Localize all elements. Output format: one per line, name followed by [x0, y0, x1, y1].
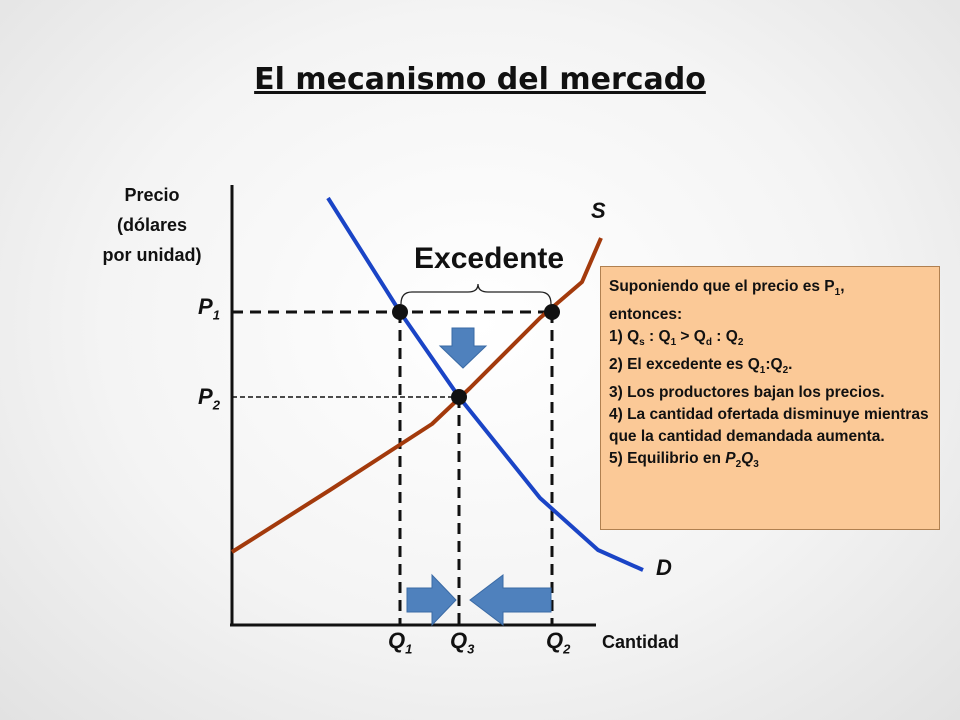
supply-label: S: [591, 198, 606, 223]
quantity-right-arrow: [406, 573, 457, 627]
page-title: El mecanismo del mercado: [254, 62, 706, 97]
price-label-p1: P1: [198, 294, 220, 322]
note-item1-two: 2: [737, 337, 744, 349]
quantity-label-q3: Q3: [450, 628, 474, 656]
quantity-label-q3-sub: 3: [467, 641, 475, 657]
note-item2-mid: :Q: [765, 356, 783, 374]
note-item5-q-sub: 3: [753, 459, 759, 471]
quantity-label-q2-base: Q: [546, 628, 564, 653]
demand-curve: [326, 196, 644, 572]
note-item5: 5) Equilibrio en P2Q3: [609, 448, 931, 476]
note-item2: 2) El excedente es Q1:Q2.: [609, 354, 931, 382]
demand-label: D: [656, 555, 672, 580]
note-item5-p: P: [725, 450, 736, 468]
note-item1-d: d: [705, 337, 712, 349]
note-intro-end: ,: [840, 278, 845, 295]
quantity-label-q2: Q2: [546, 628, 570, 656]
note-item1-one: 1: [670, 337, 677, 349]
price-label-p1-sub: 1: [212, 307, 220, 323]
y-axis-label: Precio (dólares por unidad): [72, 180, 232, 270]
price-label-p2: P2: [198, 384, 220, 412]
quantity-label-q1-sub: 1: [405, 641, 413, 657]
note-item1-b: > Q: [676, 328, 706, 346]
price-down-arrow: [438, 327, 488, 369]
q1-point: [392, 304, 408, 320]
note-item2-two: 2: [782, 365, 789, 377]
y-axis-label-line1: Precio: [124, 185, 180, 205]
x-axis-label: Cantidad: [602, 632, 680, 652]
q2-point: [544, 304, 560, 320]
note-item3: 3) Los productores bajan los precios.: [609, 384, 885, 402]
explanation-box: Suponiendo que el precio es P1, entonces…: [600, 266, 940, 530]
note-item1: 1) Qs : Q1 > Qd : Q2: [609, 326, 931, 354]
price-label-p2-base: P: [198, 384, 213, 409]
note-intro-sub: 1: [834, 287, 841, 299]
price-label-p1-base: P: [198, 294, 213, 319]
y-axis-label-line2: (dólares: [116, 215, 188, 235]
note-line2: entonces:: [609, 306, 683, 324]
note-item2-prefix: 2) El excedente es Q: [609, 356, 760, 374]
y-axis-label-line3: por unidad): [102, 245, 202, 265]
quantity-label-q2-sub: 2: [563, 641, 571, 657]
surplus-brace: [400, 283, 552, 305]
note-item4: 4) La cantidad ofertada disminuye mientr…: [609, 406, 929, 446]
note-intro: Suponiendo que el precio es P1,: [609, 276, 931, 304]
note-item1-s: s: [639, 337, 645, 349]
quantity-label-q1-base: Q: [388, 628, 406, 653]
note-item1-a: : Q: [644, 328, 671, 346]
quantity-left-arrow: [469, 573, 552, 627]
price-label-p2-sub: 2: [212, 397, 220, 413]
note-item2-one: 1: [759, 365, 766, 377]
note-intro-text: Suponiendo que el precio es P: [609, 278, 835, 295]
note-item5-q: Q: [741, 450, 754, 468]
surplus-label: Excedente: [414, 242, 565, 275]
quantity-label-q3-base: Q: [450, 628, 468, 653]
note-item5-p-sub: 2: [735, 459, 742, 471]
note-item1-c: : Q: [711, 328, 738, 346]
quantity-label-q1: Q1: [388, 628, 412, 656]
dashed-guides: [232, 310, 554, 625]
note-item2-end: .: [788, 356, 793, 374]
note-item5-prefix: 5) Equilibrio en: [609, 450, 726, 468]
note-item1-prefix: 1) Q: [609, 328, 640, 346]
supply-curve: [230, 237, 603, 554]
equilibrium-point: [451, 389, 467, 405]
